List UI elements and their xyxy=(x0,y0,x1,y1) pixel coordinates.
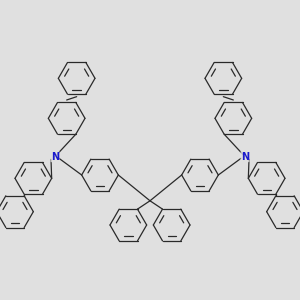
Text: N: N xyxy=(241,152,249,162)
Text: N: N xyxy=(51,152,59,162)
